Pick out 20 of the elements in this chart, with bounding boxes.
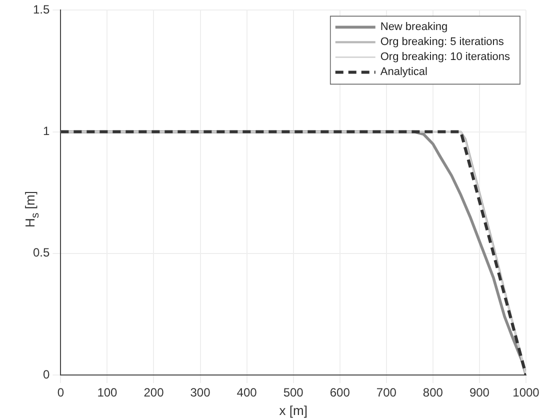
legend-label: Org breaking: 10 iterations — [380, 51, 510, 64]
x-tick-label: 900 — [469, 386, 490, 400]
y-tick-label: 0.5 — [32, 246, 50, 260]
legend-label: Org breaking: 5 iterations — [380, 36, 504, 48]
x-tick-label: 100 — [97, 386, 118, 400]
x-tick-label: 400 — [236, 386, 258, 400]
y-tick-label: 1.5 — [32, 2, 50, 17]
x-tick-label: 0 — [57, 386, 64, 400]
x-tick-label: 300 — [190, 386, 211, 400]
x-tick-label: 800 — [422, 386, 444, 400]
y-tick-label: 1 — [42, 124, 50, 138]
y-tick-label: 0 — [42, 367, 50, 382]
legend-label: New breaking — [380, 21, 448, 34]
x-tick-label: 600 — [330, 386, 350, 400]
x-axis-title: x [m] — [279, 402, 308, 418]
legend-label: Analytical — [380, 66, 428, 78]
x-tick-label: 500 — [283, 386, 304, 400]
x-tick-label: 200 — [144, 386, 164, 400]
x-tick-label: 700 — [376, 386, 397, 400]
x-tick-label: 1000 — [512, 386, 540, 400]
